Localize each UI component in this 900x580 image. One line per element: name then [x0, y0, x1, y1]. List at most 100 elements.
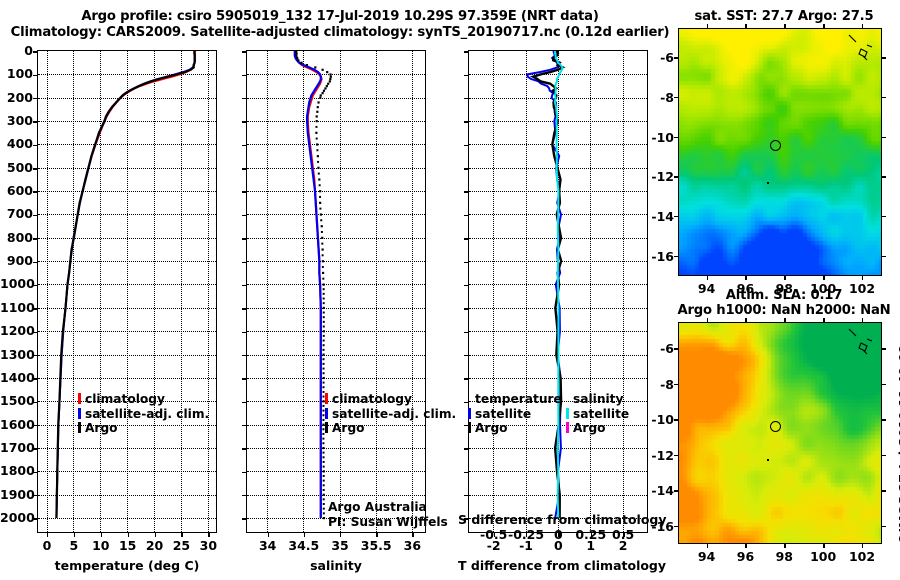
axis-tick — [154, 531, 156, 537]
data-point-marker — [321, 271, 325, 275]
legend-swatch-temperature-satellite — [468, 407, 471, 419]
data-point-marker — [322, 423, 325, 426]
legend-swatch-argo — [325, 422, 328, 433]
depth-tick-1100: 1100 — [0, 299, 35, 315]
map-axis-tick — [823, 318, 825, 324]
data-point-marker — [322, 288, 325, 291]
map-lon-tick-102: 102 — [848, 549, 876, 564]
map-lat-tick-neg6: -6 — [660, 50, 674, 66]
axis-tick — [33, 331, 39, 333]
data-point-marker — [322, 306, 325, 310]
gridline-horizontal — [247, 237, 425, 239]
data-point-marker — [316, 110, 319, 113]
gridline-horizontal — [247, 447, 425, 449]
page-title-line2: Climatology: CARS2009. Satellite-adjuste… — [10, 25, 670, 40]
data-point-marker — [322, 320, 325, 323]
data-point-marker — [322, 442, 325, 445]
axis-tick — [464, 168, 470, 170]
axis-tick — [464, 401, 470, 404]
temperature-xaxis-label: temperature (deg C) — [54, 558, 200, 573]
difference-profile-plot — [468, 50, 648, 533]
map-sst-title: sat. SST: 27.7 Argo: 27.5 — [694, 9, 874, 24]
data-point-marker — [305, 64, 308, 67]
data-point-marker — [321, 242, 324, 245]
data-point-marker — [322, 334, 325, 337]
data-point-marker — [322, 348, 325, 351]
data-point-marker — [319, 96, 322, 99]
gridline-horizontal — [247, 401, 425, 403]
map-axis-tick — [862, 24, 864, 30]
gridline-horizontal — [38, 401, 216, 403]
depth-tick-1900: 1900 — [0, 486, 35, 502]
coastline — [848, 328, 857, 337]
sdiff-tick-0: 0 — [536, 527, 580, 542]
data-point-marker — [321, 254, 324, 257]
data-point-marker — [294, 51, 298, 53]
map-axis-tick — [880, 215, 886, 218]
axis-tick — [242, 331, 248, 333]
temperature-profile-plot — [37, 50, 217, 533]
data-point-marker — [322, 507, 325, 510]
map-axis-tick — [880, 176, 886, 178]
map-axis-tick — [862, 542, 864, 548]
depth-tick-800: 800 — [6, 229, 33, 245]
temperature-tick-20: 20 — [145, 538, 164, 553]
data-series-line — [526, 51, 563, 519]
coastline — [862, 349, 868, 355]
axis-tick — [464, 424, 470, 427]
axis-tick — [242, 51, 248, 53]
imos-credit: ©IMOS 27-Jul-2019 11:40:09 — [896, 344, 900, 545]
gridline-horizontal — [38, 214, 216, 216]
data-point-marker — [319, 195, 322, 198]
map-axis-tick — [674, 215, 680, 218]
coastline — [866, 338, 873, 342]
map-lat-tick-neg8: -8 — [660, 89, 674, 105]
map-axis-tick — [745, 24, 747, 30]
data-point-marker — [321, 265, 324, 268]
axis-tick — [242, 308, 248, 310]
axis-tick — [464, 471, 470, 474]
gridline-horizontal — [38, 447, 216, 449]
axis-tick — [33, 168, 39, 170]
axis-tick — [242, 191, 248, 193]
gridline-horizontal — [38, 517, 216, 519]
salinity-tick-34-5: 34.5 — [288, 538, 320, 553]
data-point-marker — [322, 418, 325, 421]
page-title-line1: Argo profile: csiro 5905019_132 17-Jul-2… — [81, 9, 599, 24]
axis-tick — [623, 531, 625, 537]
secondary-location-dot — [767, 459, 769, 461]
axis-tick — [242, 471, 248, 474]
gridline-horizontal — [38, 261, 216, 263]
map-axis-tick — [862, 274, 864, 280]
legend-swatch-climatology — [78, 393, 81, 404]
data-point-marker — [314, 66, 317, 69]
salinity-legend: climatology satellite-adj. clim. Argo — [325, 392, 456, 436]
axis-tick — [464, 354, 470, 357]
depth-tick-0: 0 — [24, 43, 33, 58]
gridline-horizontal — [247, 144, 425, 146]
gridline-horizontal — [38, 284, 216, 286]
axis-tick — [33, 98, 39, 100]
axis-tick — [412, 531, 414, 537]
map-lat-tick-neg16: -16 — [651, 518, 674, 534]
gridline-vertical — [267, 51, 269, 532]
data-point-marker — [322, 339, 325, 342]
depth-tick-1500: 1500 — [0, 393, 35, 409]
temperature-tick-5: 5 — [69, 538, 79, 553]
gridline-horizontal — [247, 74, 425, 76]
map-axis-tick — [674, 348, 680, 350]
data-point-marker — [322, 400, 325, 403]
map-lon-tick-100: 100 — [810, 281, 837, 296]
data-point-marker — [322, 484, 325, 487]
data-point-marker — [322, 297, 325, 300]
data-point-marker — [316, 149, 319, 152]
axis-tick — [33, 51, 39, 53]
map-lon-tick-96: 96 — [736, 549, 755, 564]
coastline — [858, 342, 868, 352]
legend-label: climatology — [85, 392, 165, 406]
data-point-marker — [329, 75, 332, 78]
data-point-marker — [315, 120, 318, 123]
map-axis-tick — [784, 542, 786, 548]
map-sla — [678, 322, 882, 544]
gridline-horizontal — [247, 307, 425, 309]
